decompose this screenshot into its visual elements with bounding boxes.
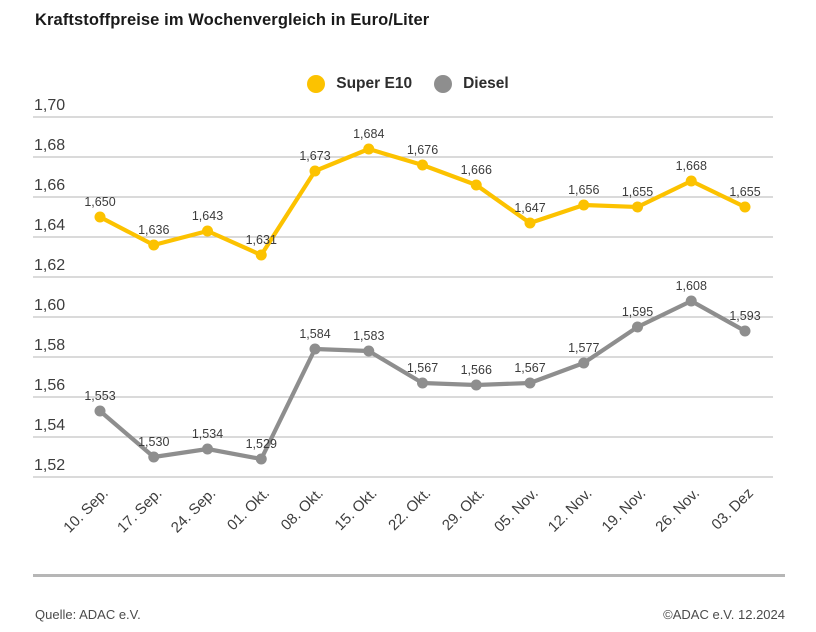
value-label: 1,673: [299, 149, 330, 163]
legend-dot-diesel-icon: [434, 75, 453, 93]
y-tick-label: 1,62: [34, 257, 65, 274]
value-label: 1,553: [84, 389, 115, 403]
diesel-data-point: [739, 325, 751, 337]
value-label: 1,666: [461, 163, 492, 177]
y-tick-label: 1,60: [34, 297, 65, 314]
value-label: 1,676: [407, 143, 438, 157]
chart-title: Kraftstoffpreise im Wochenvergleich in E…: [35, 11, 430, 29]
value-label: 1,608: [676, 279, 707, 293]
super_e10-data-point: [309, 165, 321, 177]
x-tick-label: 24. Sep.: [168, 485, 220, 537]
x-tick-label: 26. Nov.: [652, 485, 703, 536]
diesel-data-point: [470, 379, 482, 391]
copyright-note: ©ADAC e.V. 12.2024: [663, 607, 785, 622]
value-label: 1,647: [514, 201, 545, 215]
diesel-data-point: [685, 295, 697, 307]
value-label: 1,595: [622, 305, 653, 319]
y-tick-label: 1,66: [34, 177, 65, 194]
legend-label-super-e10: Super E10: [336, 75, 413, 92]
super_e10-data-point: [685, 175, 697, 187]
value-label: 1,577: [568, 341, 599, 355]
diesel-data-point: [94, 405, 106, 417]
chart-legend: Super E10 Diesel: [0, 74, 816, 94]
super_e10-data-point: [578, 199, 590, 211]
legend-item-diesel: Diesel: [434, 75, 509, 93]
value-label: 1,636: [138, 223, 169, 237]
y-tick-label: 1,64: [34, 217, 65, 234]
legend-dot-super-e10-icon: [307, 75, 326, 93]
diesel-data-point: [255, 453, 267, 465]
y-tick-label: 1,52: [34, 457, 65, 474]
super_e10-data-point: [202, 225, 213, 237]
value-label: 1,655: [622, 185, 653, 199]
x-tick-label: 08. Okt.: [278, 485, 327, 534]
y-tick-label: 1,56: [34, 377, 65, 394]
y-tick-label: 1,54: [34, 417, 65, 434]
super_e10-data-point: [255, 249, 267, 261]
x-tick-label: 19. Nov.: [599, 485, 650, 536]
diesel-data-point: [309, 343, 321, 355]
super_e10-data-point: [739, 201, 751, 213]
x-tick-label: 01. Okt.: [224, 485, 273, 534]
super_e10-data-point: [470, 179, 482, 191]
value-label: 1,530: [138, 435, 169, 449]
value-label: 1,684: [353, 127, 384, 141]
value-label: 1,593: [729, 309, 760, 323]
y-tick-label: 1,68: [34, 137, 65, 154]
x-tick-label: 22. Okt.: [385, 485, 434, 534]
value-label: 1,650: [84, 195, 115, 209]
y-tick-label: 1,70: [34, 97, 65, 114]
x-tick-label: 10. Sep.: [60, 485, 112, 537]
x-tick-label: 12. Nov.: [545, 485, 596, 536]
diesel-data-point: [417, 377, 428, 389]
value-label: 1,583: [353, 329, 384, 343]
x-tick-label: 29. Okt.: [439, 485, 488, 534]
diesel-data-point: [363, 345, 375, 357]
super_e10-data-point: [632, 201, 643, 213]
y-tick-label: 1,58: [34, 337, 65, 354]
value-label: 1,631: [246, 233, 277, 247]
diesel-data-point: [202, 443, 213, 455]
value-label: 1,567: [407, 361, 438, 375]
value-label: 1,566: [461, 363, 492, 377]
value-label: 1,567: [514, 361, 545, 375]
legend-item-super-e10: Super E10: [307, 75, 412, 93]
diesel-data-point: [632, 321, 643, 333]
value-label: 1,584: [299, 327, 330, 341]
super_e10-data-point: [417, 159, 428, 171]
x-tick-label: 03. Dez: [708, 485, 757, 534]
diesel-data-point: [148, 451, 160, 463]
super_e10-data-point: [148, 239, 160, 251]
super_e10-data-point: [363, 143, 375, 155]
legend-label-diesel: Diesel: [463, 75, 509, 92]
value-label: 1,534: [192, 427, 223, 441]
value-label: 1,643: [192, 209, 223, 223]
source-note: Quelle: ADAC e.V.: [35, 607, 141, 622]
value-label: 1,656: [568, 183, 599, 197]
diesel-data-point: [524, 377, 536, 389]
super_e10-data-point: [524, 217, 536, 229]
x-tick-label: 05. Nov.: [491, 485, 542, 536]
value-label: 1,655: [729, 185, 760, 199]
x-tick-label: 15. Okt.: [331, 485, 380, 534]
x-tick-label: 17. Sep.: [114, 485, 166, 537]
super_e10-data-point: [94, 211, 106, 223]
value-label: 1,668: [676, 159, 707, 173]
value-label: 1,529: [246, 437, 277, 451]
diesel-data-point: [578, 357, 590, 369]
